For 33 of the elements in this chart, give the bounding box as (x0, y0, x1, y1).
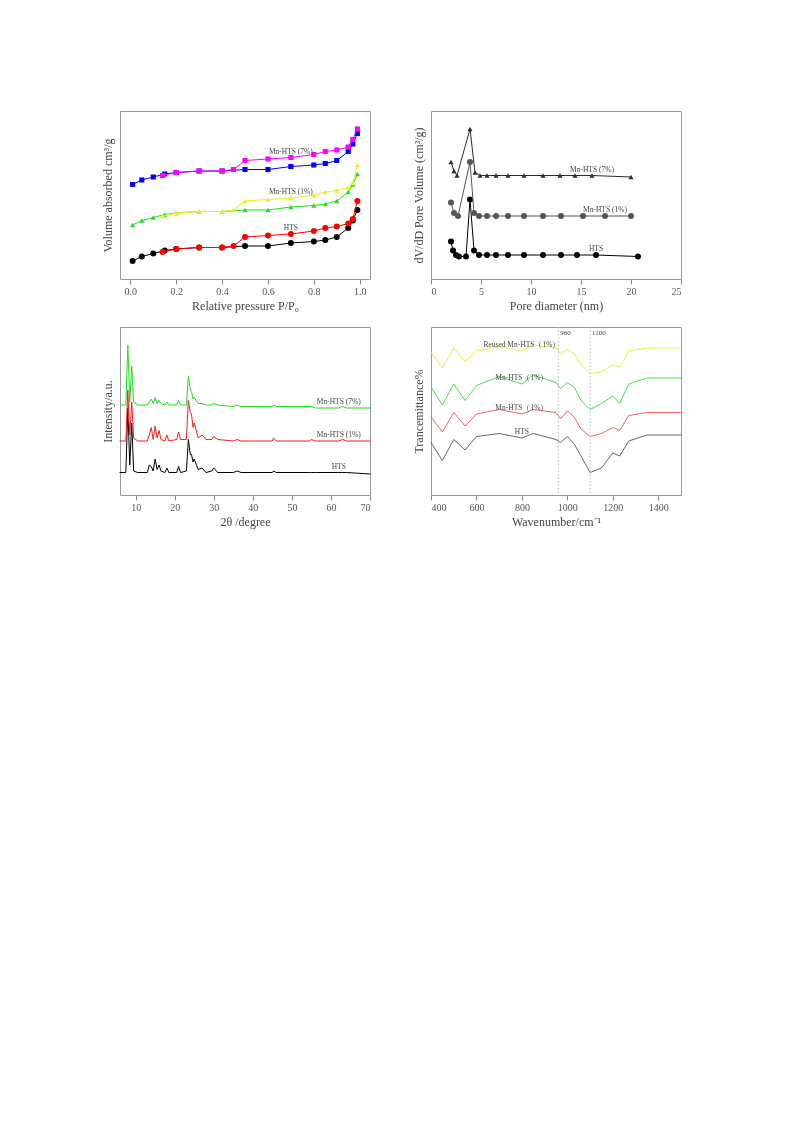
x-tick-label: 1000 (557, 501, 578, 513)
x-tick-label: 60 (326, 501, 337, 513)
x-tick-label: 20 (626, 285, 637, 297)
x-axis-title: 2θ /degree (220, 514, 271, 529)
x-tick-label: 1.0 (353, 285, 367, 297)
x-tick-label: 0.0 (124, 285, 138, 297)
y-axis-title: Intensity/a.u. (100, 380, 115, 443)
x-axis-title: Wavenumber/cm⁻¹ (511, 514, 602, 529)
x-tick-label: 0.6 (262, 285, 275, 297)
x-tick-label: 15 (576, 285, 587, 297)
x-tick-label: 70 (360, 501, 371, 513)
x-tick-label: 0 (431, 285, 437, 297)
x-tick-label: 0.4 (216, 285, 229, 297)
x-axis-title: Pore diameter (nm) (509, 298, 604, 313)
x-tick-label: 800 (514, 501, 530, 513)
x-tick-label: 1400 (648, 501, 669, 513)
x-tick-label: 1200 (603, 501, 624, 513)
x-tick-label: 40 (248, 501, 259, 513)
y-axis-title: dV/dD Pore Volume (cm³/g) (411, 127, 426, 264)
x-tick-label: 10 (131, 501, 142, 513)
x-tick-label: 10 (526, 285, 537, 297)
x-tick-label: 400 (431, 501, 447, 513)
y-axis-title: Volume absorbed cm³/g (100, 138, 115, 253)
x-tick-label: 25 (671, 285, 682, 297)
y-axis-title: Trancemittance% (411, 369, 426, 454)
x-tick-label: 5 (479, 285, 484, 297)
x-tick-label: 0.8 (308, 285, 321, 297)
x-axis-title: Relative pressure P/P₀ (192, 298, 299, 313)
x-tick-label: 50 (287, 501, 298, 513)
x-tick-label: 0.2 (170, 285, 183, 297)
x-tick-label: 20 (170, 501, 181, 513)
x-tick-label: 30 (209, 501, 220, 513)
x-tick-label: 600 (469, 501, 485, 513)
